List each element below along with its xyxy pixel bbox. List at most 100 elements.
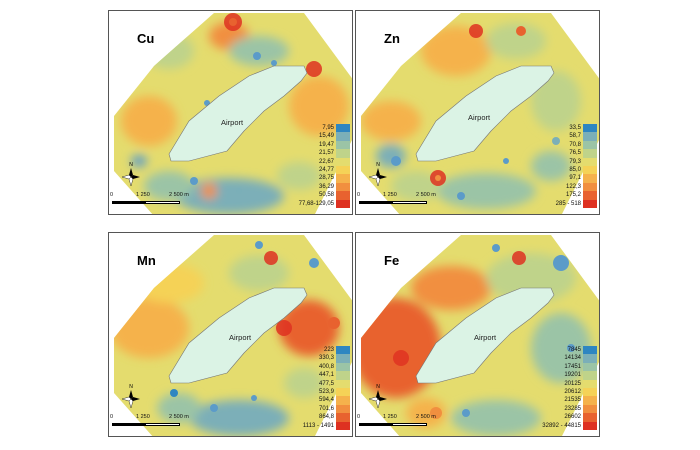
scale-bar: 0 1 250 2 500 m xyxy=(109,192,189,212)
legend-entry: 23285 xyxy=(542,404,597,414)
legend-entry: 7845 xyxy=(542,346,597,355)
legend-entry: 20125 xyxy=(542,379,597,389)
airport-label: Airport xyxy=(229,333,252,342)
legend-label: 7845 xyxy=(567,347,581,354)
map-panel-mn: Airport Mn N 0 1 250 2 500 m 223 330,3 400… xyxy=(108,232,353,437)
legend-label: 76,5 xyxy=(569,150,581,157)
scale-end: 2 500 m xyxy=(169,414,189,420)
north-arrow-icon: N xyxy=(368,162,387,186)
legend-swatch xyxy=(583,404,597,414)
legend-swatch xyxy=(336,124,350,133)
legend: 7845 14134 17451 19201 20125 20612 21535 23285 2… xyxy=(542,346,597,430)
interpolation-map: Airport xyxy=(361,235,599,436)
interpolation-map: Airport xyxy=(361,13,599,214)
element-label: Zn xyxy=(384,31,400,46)
legend-label: 58,7 xyxy=(569,133,581,140)
legend-entry: 447,1 xyxy=(303,371,350,380)
legend-entry: 77,68-129,05 xyxy=(299,199,350,208)
legend-swatch xyxy=(583,396,597,405)
legend-label: 21,57 xyxy=(318,150,334,157)
legend-swatch xyxy=(583,124,597,133)
legend-label: 50,58 xyxy=(318,192,334,199)
legend-swatch xyxy=(336,379,350,389)
legend-entry: 7,95 xyxy=(299,124,350,133)
legend-swatch xyxy=(336,404,350,414)
legend-entry: 14134 xyxy=(542,354,597,363)
legend-entry: 26602 xyxy=(542,413,597,422)
legend-label: 1113 - 1491 xyxy=(302,422,334,429)
legend-label: 223 xyxy=(323,347,334,354)
north-arrow-icon: N xyxy=(368,384,387,408)
legend-entry: 864,8 xyxy=(303,413,350,422)
legend-entry: 33,5 xyxy=(556,124,597,133)
legend-entry: 19,47 xyxy=(299,140,350,150)
legend-entry: 19201 xyxy=(542,371,597,380)
legend-label: 330,3 xyxy=(318,355,334,362)
scale-end: 2 500 m xyxy=(416,414,436,420)
legend-entry: 22,67 xyxy=(299,157,350,167)
legend-label: 33,5 xyxy=(569,125,581,132)
map-panel-zn: Airport Zn N 0 1 250 2 500 m 33,5 58,7 70,… xyxy=(355,10,600,215)
legend-swatch xyxy=(583,362,597,372)
airport-label: Airport xyxy=(221,118,244,127)
airport-label: Airport xyxy=(474,333,497,342)
legend-label: 20125 xyxy=(564,380,581,387)
svg-text:N: N xyxy=(376,162,380,168)
scale-bar: 0 1 250 2 500 m xyxy=(109,414,189,434)
legend-label: 36,29 xyxy=(318,183,334,190)
legend-label: 23285 xyxy=(564,405,581,412)
legend-label: 19,47 xyxy=(318,141,334,148)
legend-entry: 79,3 xyxy=(556,157,597,167)
north-arrow-icon: N xyxy=(121,162,140,186)
legend-entry: 97,1 xyxy=(556,174,597,183)
svg-text:N: N xyxy=(129,384,133,390)
svg-text:N: N xyxy=(376,384,380,390)
scale-mid: 1 250 xyxy=(383,414,397,420)
legend-swatch xyxy=(336,157,350,167)
legend-label: 14134 xyxy=(564,355,581,362)
svg-text:N: N xyxy=(129,162,133,168)
legend-label: 122,3 xyxy=(565,183,581,190)
legend-entry: 32892 - 44815 xyxy=(542,421,597,430)
legend-label: 864,8 xyxy=(318,414,334,421)
legend-entry: 15,49 xyxy=(299,132,350,141)
legend-entry: 36,29 xyxy=(299,182,350,192)
legend-swatch xyxy=(583,157,597,167)
legend-swatch xyxy=(583,354,597,363)
legend-swatch xyxy=(583,379,597,389)
legend-entry: 17451 xyxy=(542,362,597,372)
legend-label: 21535 xyxy=(564,397,581,404)
north-arrow-icon: N xyxy=(121,384,140,408)
legend-swatch xyxy=(336,140,350,150)
legend-entry: 122,3 xyxy=(556,182,597,192)
legend-label: 26602 xyxy=(564,414,581,421)
legend-entry: 21535 xyxy=(542,396,597,405)
legend-entry: 24,77 xyxy=(299,166,350,175)
legend-entry: 285 - 518 xyxy=(556,199,597,208)
legend-swatch xyxy=(583,191,597,200)
scale-end: 2 500 m xyxy=(169,192,189,198)
element-label: Mn xyxy=(137,253,156,268)
airport-area xyxy=(415,65,555,162)
scale-zero: 0 xyxy=(357,414,361,420)
airport-label: Airport xyxy=(468,113,491,122)
interpolation-map: Airport xyxy=(114,13,352,214)
legend-swatch xyxy=(583,413,597,422)
legend-label: 7,95 xyxy=(322,125,334,132)
legend-swatch xyxy=(336,346,350,355)
legend-entry: 1113 - 1491 xyxy=(302,421,350,430)
scale-mid: 1 250 xyxy=(136,192,150,198)
legend-swatch xyxy=(583,132,597,141)
legend-entry: 58,7 xyxy=(556,132,597,141)
legend-swatch xyxy=(583,182,597,192)
legend-label: 15,49 xyxy=(318,133,334,140)
legend-swatch xyxy=(583,346,597,355)
concentration-surface xyxy=(114,13,352,214)
legend-label: 19201 xyxy=(564,372,581,379)
scale-zero: 0 xyxy=(110,192,114,198)
legend-entry: 85,0 xyxy=(556,166,597,175)
legend-label: 523,9 xyxy=(318,389,334,396)
legend-swatch xyxy=(336,388,350,397)
legend-swatch xyxy=(583,421,597,430)
legend-swatch xyxy=(336,371,350,380)
